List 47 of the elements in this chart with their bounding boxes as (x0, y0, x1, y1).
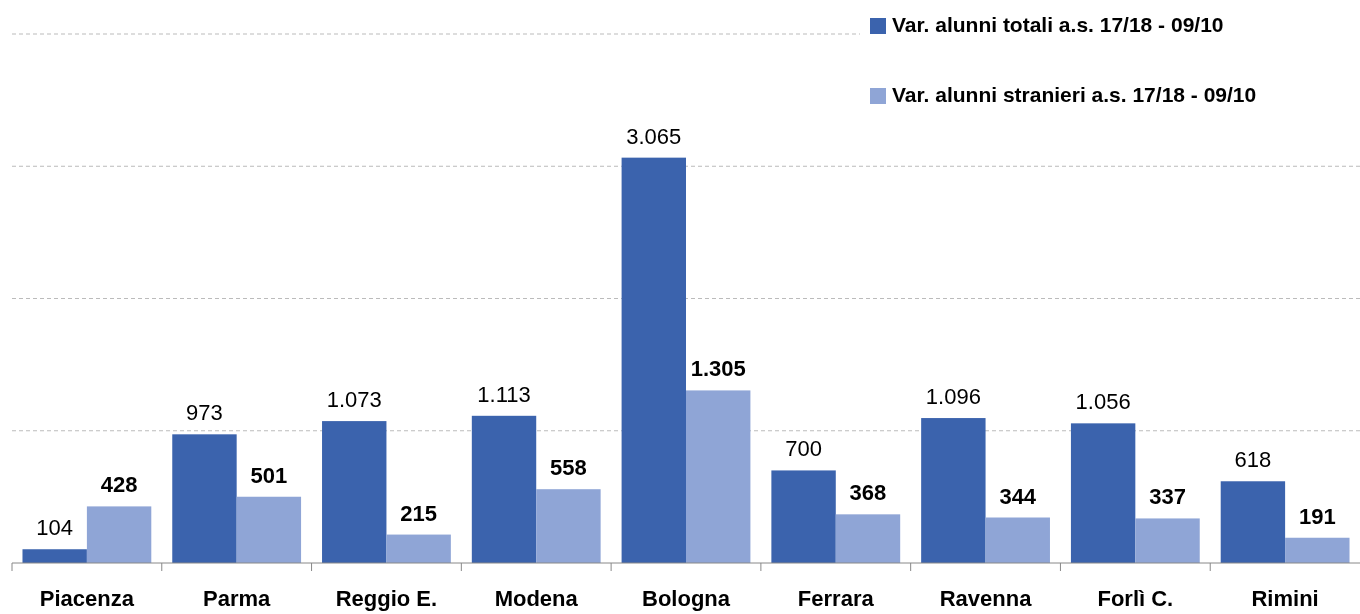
x-tick-label: Modena (494, 586, 579, 611)
data-label: 1.073 (326, 387, 382, 413)
bar (386, 534, 451, 563)
bar (86, 506, 152, 563)
x-tick-label: Ferrara (797, 586, 875, 611)
bar (921, 418, 986, 563)
data-label: 973 (186, 400, 223, 426)
data-label: 104 (36, 515, 74, 541)
data-label: 344 (999, 483, 1037, 509)
data-label: 618 (1234, 447, 1272, 473)
bar (1285, 537, 1350, 563)
x-tick-label: Piacenza (39, 586, 135, 611)
data-label: 700 (785, 436, 822, 462)
data-label: 215 (400, 500, 438, 526)
data-label: 1.113 (477, 381, 531, 407)
bar (172, 434, 237, 563)
bar (1070, 423, 1136, 563)
data-label: 558 (550, 455, 587, 481)
data-label: 1.305 (690, 356, 746, 382)
bar (22, 549, 87, 563)
x-tick-label: Rimini (1251, 586, 1319, 611)
bar (471, 415, 537, 563)
x-tick-label: Ravenna (939, 586, 1033, 611)
legend-label: Var. alunni stranieri a.s. 17/18 - 09/10 (892, 83, 1257, 106)
bar (621, 157, 686, 563)
data-label: 337 (1149, 484, 1186, 510)
bar (771, 470, 836, 563)
bar (985, 517, 1050, 563)
bar (536, 489, 601, 563)
data-label: 1.056 (1075, 389, 1131, 415)
x-tick-label: Reggio E. (335, 586, 438, 611)
x-tick-label: Bologna (642, 586, 731, 611)
x-tick-label: Parma (203, 586, 272, 611)
data-label: 1.096 (925, 384, 981, 410)
x-tick-label: Forlì C. (1097, 586, 1174, 611)
bar (1220, 481, 1286, 563)
bar (322, 421, 387, 563)
bar (236, 496, 302, 563)
bar (1135, 518, 1200, 563)
data-label: 368 (849, 480, 887, 506)
bar (686, 390, 751, 563)
legend-label: Var. alunni totali a.s. 17/18 - 09/10 (892, 13, 1224, 36)
bar (835, 514, 901, 563)
data-label: 3.065 (626, 123, 682, 149)
data-label: 191 (1298, 503, 1336, 529)
data-label: 428 (100, 472, 138, 498)
data-label: 501 (250, 462, 288, 488)
